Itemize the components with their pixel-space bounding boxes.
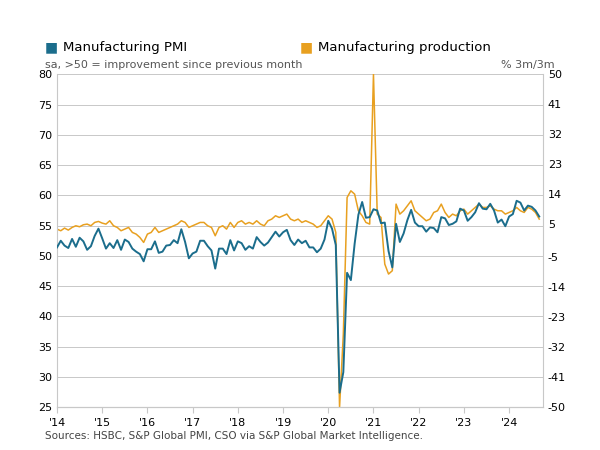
Text: % 3m/3m: % 3m/3m [502,60,555,70]
Text: Sources: HSBC, S&P Global PMI, CSO via S&P Global Market Intelligence.: Sources: HSBC, S&P Global PMI, CSO via S… [45,431,423,441]
Text: Manufacturing PMI: Manufacturing PMI [63,41,187,54]
Text: Manufacturing production: Manufacturing production [318,41,491,54]
Text: ■: ■ [45,40,58,54]
Text: sa, >50 = improvement since previous month: sa, >50 = improvement since previous mon… [45,60,302,70]
Text: ■: ■ [300,40,313,54]
